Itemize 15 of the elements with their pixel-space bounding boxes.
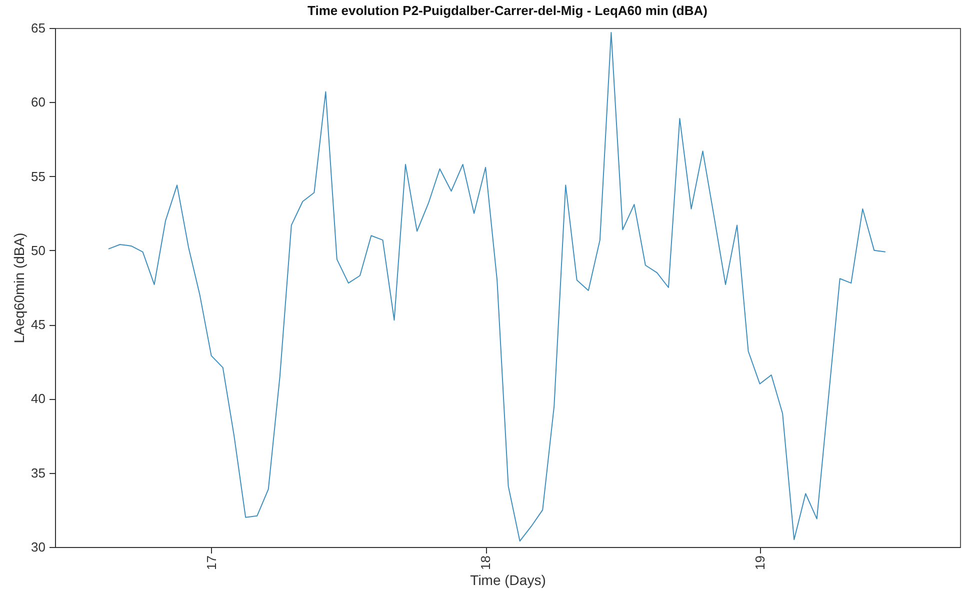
- chart-title: Time evolution P2-Puigdalber-Carrer-del-Mig - LeqA60 min (dBA): [308, 3, 708, 18]
- y-tick-label: 65: [31, 20, 46, 36]
- y-tick-label: 30: [31, 540, 46, 554]
- y-tick-label: 50: [31, 242, 46, 258]
- y-tick-label: 60: [31, 94, 46, 110]
- y-tick-label: 40: [31, 391, 46, 406]
- x-axis-title: Time (Days): [470, 572, 546, 588]
- line-series: [108, 32, 886, 542]
- y-axis-title: LAeq60min (dBA): [11, 232, 28, 344]
- x-tick-label: 18: [478, 556, 494, 570]
- y-tick-label: 45: [31, 317, 46, 332]
- x-tick-label: 19: [752, 556, 768, 570]
- y-tick-label: 35: [31, 465, 46, 480]
- x-tick-label: 17: [204, 556, 219, 570]
- y-tick-label: 55: [31, 168, 46, 184]
